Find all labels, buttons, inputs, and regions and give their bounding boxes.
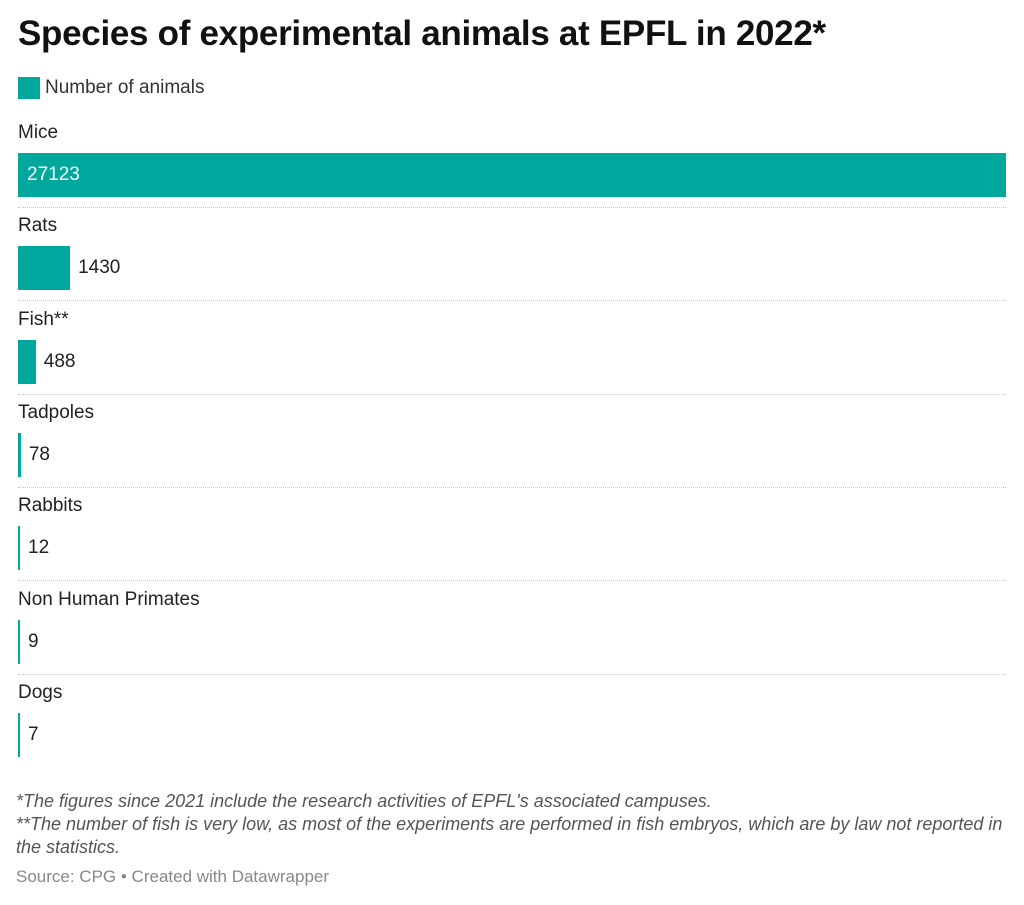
category-label: Non Human Primates xyxy=(18,588,200,610)
value-label: 488 xyxy=(43,350,76,372)
category-label: Rats xyxy=(18,215,58,237)
legend: Number of animals xyxy=(18,76,204,100)
bar xyxy=(18,246,71,291)
category-label: Tadpoles xyxy=(18,401,95,423)
bar xyxy=(18,432,21,477)
footnote-2: **The number of fish is very low, as mos… xyxy=(16,814,1003,857)
bar xyxy=(18,339,36,384)
row-separator xyxy=(18,673,1006,675)
bar-chart: Mice 27123 Rats 1430 Fish** 488 Tadpoles 78 Rabb… xyxy=(18,122,1006,757)
category-label: Mice xyxy=(18,122,59,143)
row-separator xyxy=(18,207,1006,208)
category-label: Fish** xyxy=(18,308,69,330)
source-credit: Source: CPG • Created with Datawrapper xyxy=(16,867,330,886)
row-separator xyxy=(18,486,1006,488)
value-label: 9 xyxy=(28,630,39,652)
footnote-1: *The figures since 2021 include the rese… xyxy=(16,791,712,811)
bar xyxy=(18,153,1006,197)
row-separator xyxy=(18,300,1006,302)
bar xyxy=(18,619,20,664)
value-label: 1430 xyxy=(78,257,121,279)
value-label: 78 xyxy=(28,443,50,465)
chart-title: Species of experimental animals at EPFL … xyxy=(18,14,826,53)
category-label: Dogs xyxy=(18,681,63,703)
footnotes: *The figures since 2021 include the rese… xyxy=(16,790,1006,859)
legend-label: Number of animals xyxy=(45,77,205,98)
value-label: 7 xyxy=(28,723,39,745)
bar xyxy=(18,526,20,571)
value-label: 27123 xyxy=(27,164,80,185)
legend-swatch xyxy=(18,77,40,99)
category-label: Rabbits xyxy=(18,495,83,517)
value-label: 12 xyxy=(28,537,50,559)
bar xyxy=(18,712,20,757)
row-separator xyxy=(18,580,1006,582)
row-separator xyxy=(18,393,1006,395)
